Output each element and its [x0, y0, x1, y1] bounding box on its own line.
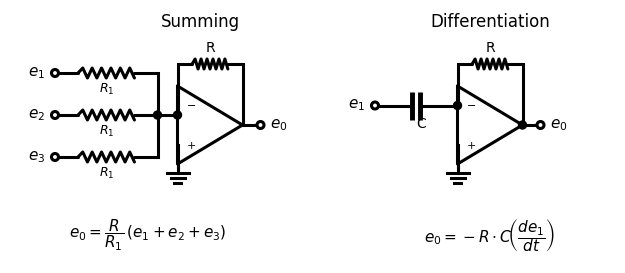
Text: $e_0$: $e_0$ [271, 117, 288, 133]
Text: C: C [416, 117, 426, 130]
Text: R: R [485, 41, 495, 55]
Circle shape [519, 121, 526, 129]
Text: $R_1$: $R_1$ [99, 166, 114, 181]
Text: $e_1$: $e_1$ [28, 65, 45, 81]
Text: $-$: $-$ [466, 99, 476, 108]
Circle shape [51, 153, 59, 161]
Text: $e_0 = \dfrac{R}{R_1}\,(e_1 + e_2 + e_3)$: $e_0 = \dfrac{R}{R_1}\,(e_1 + e_2 + e_3)… [69, 217, 227, 253]
Text: $R_1$: $R_1$ [99, 82, 114, 97]
Text: $e_0$: $e_0$ [551, 117, 568, 133]
Text: $R_1$: $R_1$ [99, 124, 114, 139]
Text: $e_0 = -R \cdot C\!\left(\dfrac{de_1}{dt}\right)$: $e_0 = -R \cdot C\!\left(\dfrac{de_1}{dt… [424, 216, 556, 254]
Text: $e_1$: $e_1$ [348, 98, 365, 113]
Text: $-$: $-$ [186, 99, 196, 108]
Circle shape [537, 121, 544, 129]
Text: Summing: Summing [161, 13, 239, 31]
Circle shape [154, 111, 161, 119]
Circle shape [51, 70, 59, 76]
Circle shape [371, 102, 379, 109]
Circle shape [257, 121, 264, 129]
Text: $e_3$: $e_3$ [28, 149, 45, 165]
Text: R: R [205, 41, 215, 55]
Text: $e_2$: $e_2$ [28, 107, 45, 123]
Circle shape [454, 102, 461, 109]
Circle shape [51, 111, 59, 118]
Text: $+$: $+$ [186, 140, 196, 151]
Text: $+$: $+$ [466, 140, 476, 151]
Text: Differentiation: Differentiation [430, 13, 550, 31]
Circle shape [174, 111, 181, 119]
